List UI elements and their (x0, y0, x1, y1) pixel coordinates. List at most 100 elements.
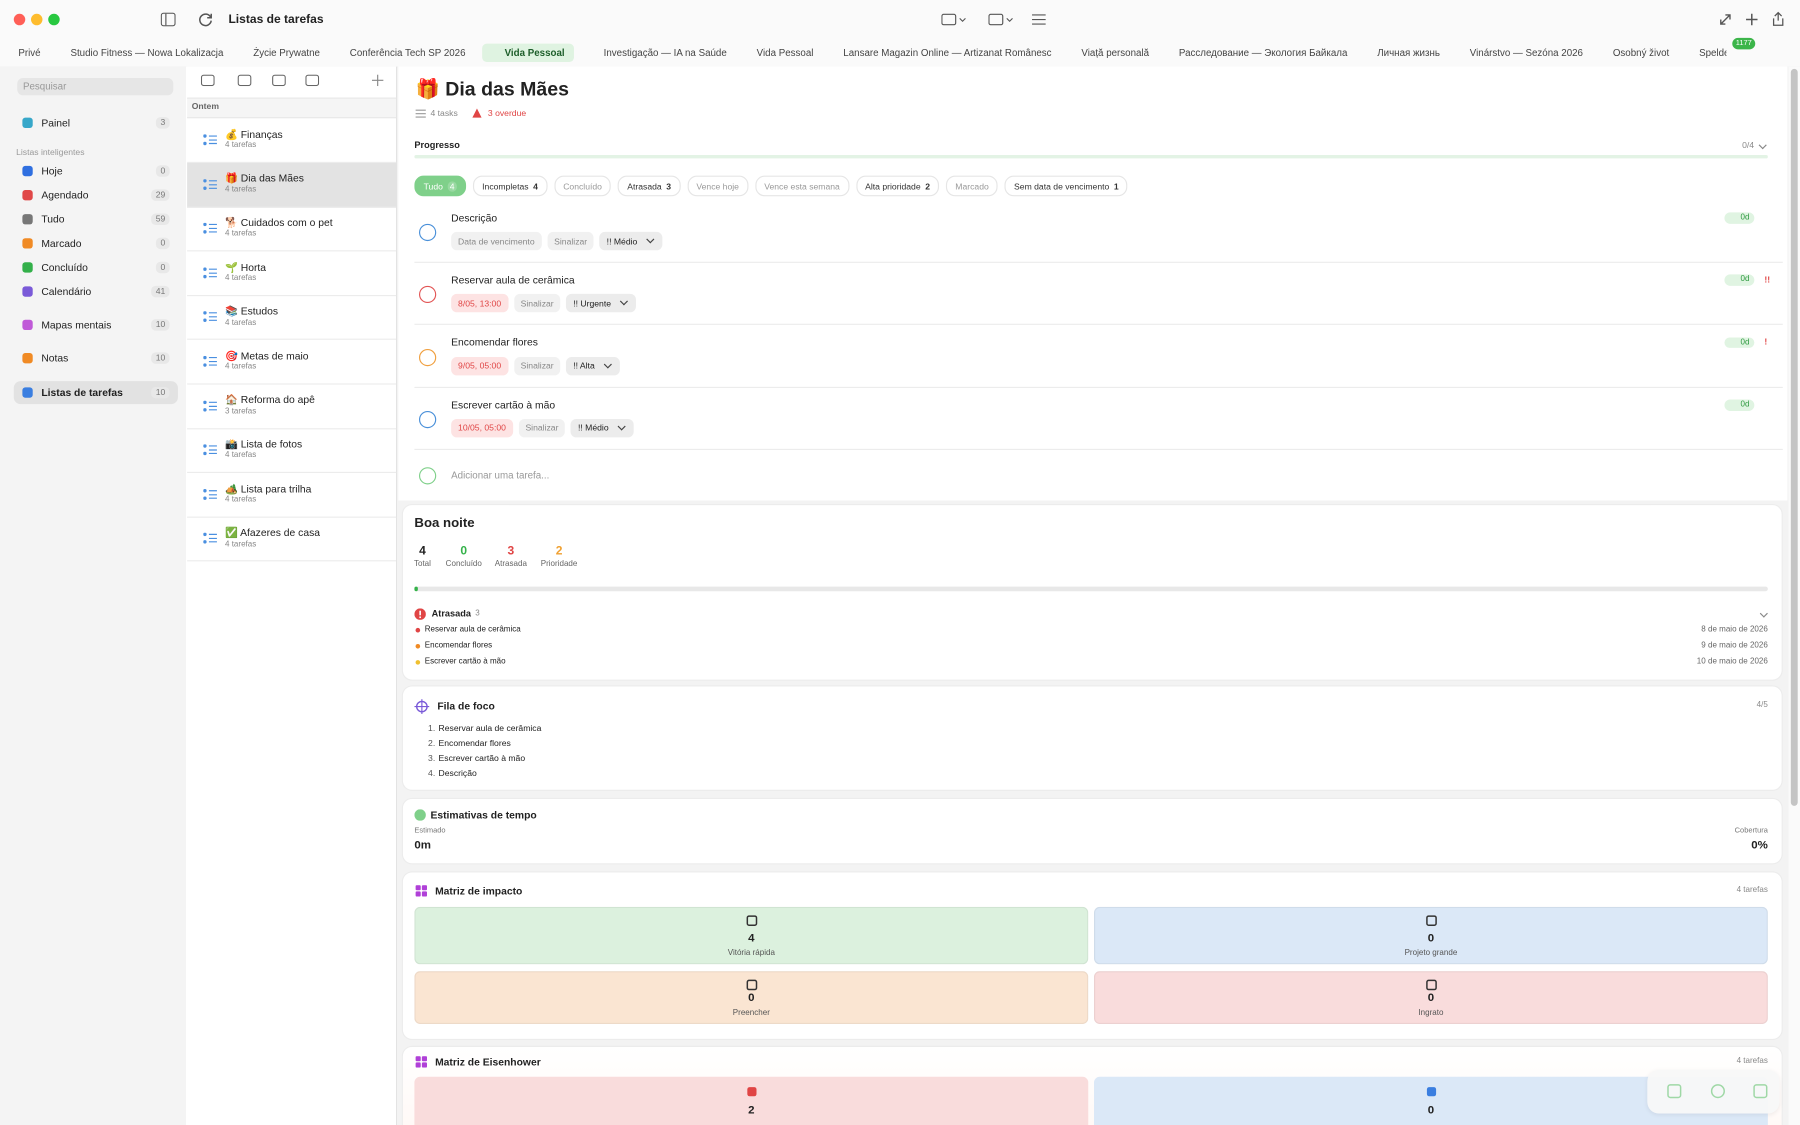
filter-chip[interactable]: Sem data de vencimento 1 (1004, 175, 1128, 197)
toolbar-button (1710, 1084, 1725, 1099)
focus-item: Encomendar flores (438, 737, 511, 749)
age-badge: 0d (1724, 212, 1755, 224)
flag-chip[interactable]: Sinalizar (513, 356, 561, 375)
sidebar-label[interactable]: Concluído (41, 261, 88, 273)
priority-chip[interactable]: !! Médio (571, 418, 634, 438)
tab[interactable]: Privé (18, 47, 41, 59)
sidebar-label[interactable]: Agendado (41, 189, 89, 201)
sidebar-label[interactable]: Tudo (41, 213, 65, 225)
due-date-chip[interactable]: 8/05, 13:00 (451, 294, 509, 313)
list-row[interactable] (187, 251, 397, 296)
filter-chip[interactable]: Marcado (946, 175, 998, 197)
sidebar-label[interactable]: Mapas mentais (41, 318, 112, 331)
overdue-icon (472, 108, 482, 118)
tab[interactable]: Conferência Tech SP 2026 (349, 47, 466, 59)
list-row[interactable] (187, 517, 397, 562)
sidebar-count: 10 (151, 386, 170, 399)
sidebar-label[interactable]: Hoje (41, 164, 63, 177)
filter-chip[interactable]: Tudo 4 (414, 175, 467, 197)
list-row[interactable] (187, 118, 397, 164)
tab[interactable]: Viață personală (1081, 47, 1150, 59)
flag-chip[interactable]: Sinalizar (547, 231, 595, 251)
list-row[interactable] (187, 207, 397, 252)
window-control[interactable] (13, 13, 26, 26)
sidebar-toggle (160, 12, 176, 27)
flag-chip[interactable]: Sinalizar (518, 418, 566, 438)
focus-title: Fila de foco (437, 699, 495, 712)
estimates-icon (414, 809, 426, 821)
quadrant-value: 4 (748, 932, 755, 945)
eisenhower-quadrant[interactable] (414, 1076, 1089, 1125)
window-control[interactable] (30, 13, 43, 26)
sidebar (0, 66, 188, 1125)
tab[interactable]: Vida Pessoal (756, 47, 814, 59)
search-field[interactable] (17, 78, 174, 96)
impact-quadrant[interactable] (414, 971, 1089, 1024)
tab[interactable]: Investigação — IA na Saúde (603, 47, 727, 59)
eisenhower-matrix-count: 4 tarefas (1736, 1057, 1768, 1066)
sidebar-count: 10 (151, 318, 170, 331)
filter-chip[interactable]: Vence esta semana (755, 175, 850, 197)
sidebar-count: 41 (151, 285, 170, 298)
tab[interactable]: Личная жизнь (1377, 47, 1440, 59)
priority-chip[interactable]: !! Urgente (566, 294, 637, 313)
filter-chip[interactable]: Atrasada 3 (618, 175, 681, 197)
task-checkbox[interactable] (419, 348, 437, 366)
list-icon (203, 400, 217, 412)
filter-chip[interactable]: Concluído (554, 175, 612, 197)
tab[interactable]: Vinárstvo — Sezóna 2026 (1469, 47, 1583, 59)
list-name: 📚 Estudos (224, 305, 279, 317)
list-row[interactable] (187, 162, 397, 208)
tab[interactable]: Vida Pessoal (481, 43, 574, 62)
task-checkbox[interactable] (419, 286, 437, 304)
done-toggle (305, 74, 320, 87)
tab[interactable]: Lansare Magazin Online — Artizanat Român… (843, 47, 1052, 59)
list-row[interactable] (187, 384, 397, 429)
expand-button (1720, 14, 1731, 25)
sidebar-item-selected[interactable] (13, 381, 178, 405)
priority-chip[interactable]: !! Alta (566, 356, 620, 375)
tab[interactable]: Расследование — Экология Байкала (1178, 47, 1348, 59)
filter-chip[interactable]: Alta prioridade 2 (855, 175, 940, 197)
priority-chip[interactable]: !! Médio (599, 231, 663, 251)
sidebar-label[interactable]: Notas (41, 352, 69, 364)
tab[interactable]: Osobný život (1612, 47, 1670, 59)
filter-chip[interactable]: Vence hoje (687, 175, 749, 197)
sidebar-label[interactable]: Listas de tarefas (41, 386, 123, 398)
tab[interactable]: Życie Prywatne (253, 47, 320, 59)
section-header: Listas inteligentes (16, 146, 85, 157)
list-name: 🎁 Dia das Mães (224, 172, 304, 185)
add-task-input[interactable]: Adicionar uma tarefa... (451, 469, 550, 482)
sidebar-label[interactable]: Painel (41, 116, 71, 129)
age-badge: 0d (1724, 274, 1755, 287)
filter-chip[interactable]: Incompletas 4 (472, 175, 548, 197)
focus-index: 1. (428, 722, 436, 734)
tab[interactable]: Speldesign — A (1699, 47, 1726, 59)
list-row[interactable] (187, 473, 397, 518)
window-control[interactable] (48, 13, 60, 26)
chevron (617, 422, 626, 431)
coverage-value: 0% (1751, 839, 1768, 852)
due-date-chip[interactable]: 9/05, 05:00 (451, 356, 509, 375)
overdue-dot (415, 627, 421, 633)
priority-label: !! Médio (577, 422, 609, 434)
list-row[interactable] (187, 295, 397, 341)
flag-chip[interactable]: Sinalizar (513, 294, 561, 313)
sidebar-label[interactable]: Calendário (41, 285, 92, 297)
add-task-button[interactable] (419, 467, 437, 485)
filter-label: Vence esta semana (764, 180, 840, 192)
task-checkbox[interactable] (419, 223, 437, 242)
overdue-icon (414, 608, 426, 620)
list-row[interactable] (187, 340, 397, 385)
completion-bar (414, 586, 1768, 592)
task-checkbox[interactable] (419, 410, 437, 429)
due-date-chip[interactable]: Data de vencimento (451, 231, 542, 251)
list-row[interactable] (187, 428, 397, 474)
due-date-chip[interactable]: 10/05, 05:00 (451, 418, 513, 438)
tab[interactable]: Studio Fitness — Nowa Lokalizacja (70, 47, 224, 59)
quadrant-value: 0 (748, 991, 755, 1005)
focus-index: 3. (428, 752, 436, 764)
focus-item: Descrição (438, 767, 477, 779)
sidebar-label[interactable]: Marcado (41, 237, 82, 249)
overdue-count: 3 (475, 609, 480, 618)
